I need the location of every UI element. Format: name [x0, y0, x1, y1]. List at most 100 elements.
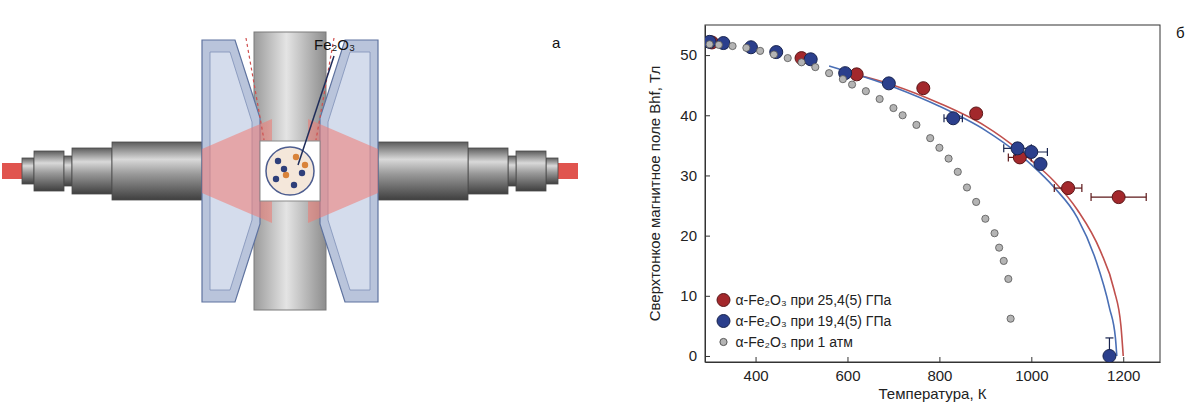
data-point — [936, 144, 943, 151]
y-tick-mark — [705, 55, 710, 56]
data-point — [729, 42, 736, 49]
y-tick: 50 — [680, 46, 710, 63]
data-point — [1112, 191, 1125, 204]
y-tick-mark — [705, 115, 710, 116]
sample-grain — [283, 172, 289, 178]
panel-letter: а — [552, 34, 561, 51]
optics-cylinder — [72, 148, 112, 194]
data-point — [982, 215, 989, 222]
x-tick-label: 1200 — [1107, 367, 1140, 384]
optics-cylinder — [468, 148, 508, 194]
legend: α-Fe₂O₃ при 25,4(5) ГПа α-Fe₂O₃ при 19,4(… — [717, 292, 891, 350]
y-tick-label: 30 — [680, 167, 697, 184]
y-axis-line — [705, 26, 706, 363]
legend-entry: α-Fe₂O₃ при 1 атм — [720, 334, 853, 350]
data-point — [890, 104, 897, 111]
y-axis: 0 10 20 30 40 50 — [680, 26, 710, 365]
y-tick: 10 — [680, 287, 710, 304]
error-cap — [1105, 337, 1113, 338]
data-point — [1007, 315, 1014, 322]
points — [705, 35, 1116, 362]
data-point — [850, 68, 863, 81]
x-tick-mark — [756, 357, 757, 362]
legend-entry: α-Fe₂O₃ при 25,4(5) ГПа — [717, 292, 891, 308]
data-point — [899, 112, 906, 119]
data-point — [927, 135, 934, 142]
guide-line — [316, 38, 334, 140]
x-tick: 600 — [835, 357, 860, 384]
panel-b: 4006008001000120001020304050Температура,… — [646, 25, 1161, 402]
data-point — [1062, 182, 1075, 195]
data-point — [770, 51, 777, 58]
optics-cylinder — [22, 158, 34, 184]
y-tick-label: 10 — [680, 287, 697, 304]
data-point — [917, 82, 930, 95]
error-cap — [1081, 184, 1082, 192]
y-tick-label: 40 — [680, 107, 697, 124]
data-point — [1034, 158, 1047, 171]
data-point — [798, 59, 805, 66]
data-point — [1005, 275, 1012, 282]
data-point — [862, 88, 869, 95]
data-point — [825, 70, 832, 77]
optics-cylinder — [112, 142, 202, 200]
sample-grain — [273, 176, 279, 182]
error-cap — [1003, 144, 1004, 152]
data-point — [784, 54, 791, 61]
legend-label: α-Fe₂O₃ при 25,4(5) ГПа — [736, 292, 892, 308]
data-point — [882, 77, 895, 90]
sample-grain — [302, 162, 308, 168]
y-tick-label: 0 — [689, 347, 697, 364]
data-point — [743, 44, 750, 51]
data-point — [757, 47, 764, 54]
sample-grain — [299, 170, 305, 176]
data-point — [913, 121, 920, 128]
error-cap — [1054, 184, 1055, 192]
y-axis-title: Сверхтонкое магнитное поле Bhf, Тл — [646, 66, 663, 322]
data-point — [970, 107, 983, 120]
data-point — [876, 95, 883, 102]
points — [705, 36, 1125, 204]
y-tick-label: 50 — [680, 46, 697, 63]
y-tick: 20 — [680, 227, 710, 244]
optics-cylinder — [34, 151, 64, 191]
plot-frame — [705, 25, 1160, 362]
data-point — [839, 76, 846, 83]
error-cap — [1047, 148, 1048, 156]
optics-cylinder — [546, 158, 558, 184]
legend-entry: α-Fe₂O₃ при 19,4(5) ГПа — [717, 313, 891, 329]
legend-marker — [717, 315, 730, 328]
data-point — [705, 35, 716, 48]
plot-marks — [705, 35, 1146, 362]
x-tick-mark — [1031, 357, 1032, 362]
panel-letter: б — [1176, 24, 1185, 41]
data-point — [947, 112, 960, 125]
x-tick-label: 1000 — [1015, 367, 1048, 384]
data-point — [954, 168, 961, 175]
legend-label: α-Fe₂O₃ при 19,4(5) ГПа — [736, 313, 892, 329]
error-bars — [1008, 153, 1146, 201]
data-point — [1025, 145, 1038, 158]
sample — [266, 147, 314, 195]
optics-cylinder — [64, 156, 72, 186]
legend-marker — [720, 338, 727, 345]
data-point — [991, 230, 998, 237]
y-tick-label: 20 — [680, 227, 697, 244]
leader-line — [298, 56, 334, 165]
y-tick: 40 — [680, 107, 710, 124]
data-point — [945, 155, 952, 162]
data-point — [715, 41, 722, 48]
optics-cylinder — [378, 142, 468, 200]
x-tick-label: 800 — [927, 367, 952, 384]
optics-cylinder — [516, 151, 546, 191]
y-tick-mark — [705, 296, 710, 297]
data-point — [963, 184, 970, 191]
x-tick-mark — [939, 357, 940, 362]
error-cap — [1090, 193, 1091, 201]
legend-label: α-Fe₂O₃ при 1 атм — [736, 334, 853, 350]
points — [706, 41, 1014, 323]
x-tick: 400 — [744, 357, 769, 384]
data-point — [1103, 349, 1116, 362]
y-tick-mark — [705, 356, 710, 357]
x-tick-label: 400 — [744, 367, 769, 384]
